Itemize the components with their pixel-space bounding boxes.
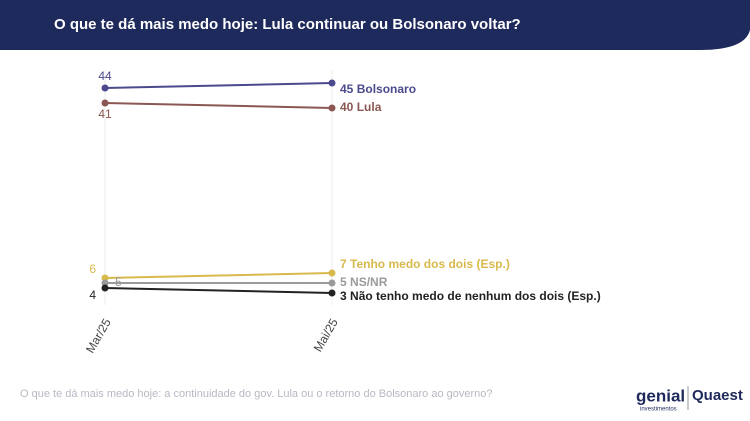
series-line: [104, 82, 333, 89]
value-label: 41: [98, 107, 112, 121]
series-line: [104, 287, 333, 294]
point: [328, 104, 336, 112]
point: [328, 279, 336, 287]
value-label: 4: [89, 288, 96, 302]
value-label: 5: [115, 275, 122, 289]
logo-partner: Quaest: [692, 387, 743, 404]
end-label: 5 NS/NR: [340, 275, 388, 289]
point: [328, 269, 336, 277]
value-label: 44: [98, 69, 112, 83]
series-line: [104, 102, 333, 109]
x-tick-label: Mar/25: [83, 316, 114, 356]
point: [101, 84, 109, 92]
value-label: 40: [340, 100, 354, 114]
end-label: 3 Não tenho medo de nenhum dos dois (Esp…: [340, 289, 601, 303]
series-line: [104, 272, 333, 279]
value-label: 7: [340, 257, 347, 271]
point: [101, 279, 109, 287]
chart-title: O que te dá mais medo hoje: Lula continu…: [54, 16, 521, 33]
legend-entry: Bolsonaro: [357, 82, 416, 96]
value-label: 6: [89, 262, 96, 276]
legend-entry: Não tenho medo de nenhum dos dois (Esp.): [350, 289, 601, 303]
legend-entry: NS/NR: [350, 275, 388, 289]
legend-entry: Tenho medo dos dois (Esp.): [350, 257, 510, 271]
footnote: O que te dá mais medo hoje: a continuida…: [20, 388, 493, 400]
legend-entry: Lula: [357, 100, 382, 114]
header-band: [0, 0, 750, 50]
end-label: 45 Bolsonaro: [340, 82, 416, 96]
end-label: 40 Lula: [340, 100, 382, 114]
value-label: 3: [340, 289, 347, 303]
point: [101, 99, 109, 107]
point: [328, 289, 336, 297]
value-label: 5: [340, 275, 347, 289]
logo-brand: genial: [636, 386, 685, 405]
logo-sub: investimentos: [640, 407, 677, 413]
point: [328, 79, 336, 87]
point: [101, 284, 109, 292]
value-label: 45: [340, 82, 354, 96]
x-tick-label: Mai/25: [311, 316, 341, 354]
end-label: 7 Tenho medo dos dois (Esp.): [340, 257, 510, 271]
point: [101, 274, 109, 282]
